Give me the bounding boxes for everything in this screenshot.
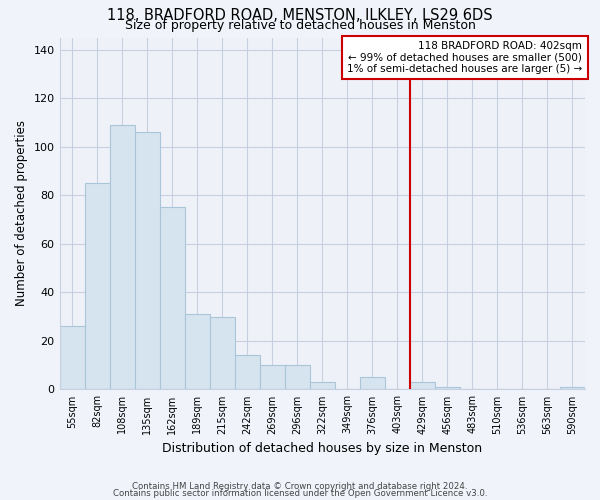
Bar [310, 382, 335, 390]
X-axis label: Distribution of detached houses by size in Menston: Distribution of detached houses by size … [162, 442, 482, 455]
Bar [235, 356, 260, 390]
Bar [410, 382, 435, 390]
Bar [260, 365, 285, 390]
Bar [185, 314, 209, 390]
Bar [285, 365, 310, 390]
Bar [435, 387, 460, 390]
Text: Size of property relative to detached houses in Menston: Size of property relative to detached ho… [125, 18, 475, 32]
Bar [560, 387, 585, 390]
Bar [209, 316, 235, 390]
Bar [85, 183, 110, 390]
Bar [134, 132, 160, 390]
Bar [110, 125, 134, 390]
Text: 118 BRADFORD ROAD: 402sqm
← 99% of detached houses are smaller (500)
1% of semi-: 118 BRADFORD ROAD: 402sqm ← 99% of detac… [347, 41, 583, 74]
Text: 118, BRADFORD ROAD, MENSTON, ILKLEY, LS29 6DS: 118, BRADFORD ROAD, MENSTON, ILKLEY, LS2… [107, 8, 493, 22]
Bar [59, 326, 85, 390]
Text: Contains HM Land Registry data © Crown copyright and database right 2024.: Contains HM Land Registry data © Crown c… [132, 482, 468, 491]
Bar [160, 208, 185, 390]
Text: Contains public sector information licensed under the Open Government Licence v3: Contains public sector information licen… [113, 489, 487, 498]
Bar [360, 378, 385, 390]
Y-axis label: Number of detached properties: Number of detached properties [15, 120, 28, 306]
